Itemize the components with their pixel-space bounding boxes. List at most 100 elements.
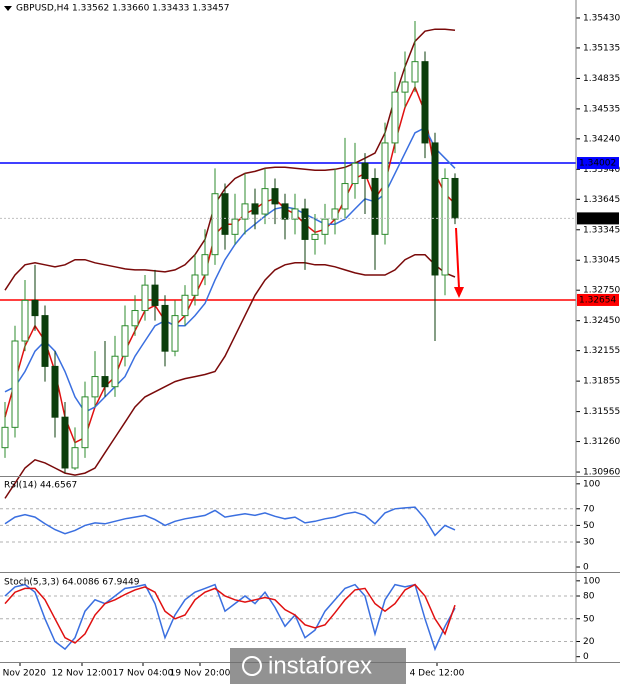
forecast-arrow xyxy=(455,227,460,289)
x-tick-label: 12 Nov 12:00 xyxy=(52,669,113,679)
candle-body xyxy=(81,396,89,449)
y-tick-label: 1.30960 xyxy=(583,468,620,478)
forecast-arrow-head xyxy=(454,287,464,298)
candle-body xyxy=(351,162,359,185)
candle-body xyxy=(211,193,219,256)
y-tick-label: 70 xyxy=(583,504,595,514)
candle-body xyxy=(381,142,389,235)
price-label-box xyxy=(577,157,619,170)
candle-body xyxy=(171,315,179,352)
x-tick-label: 17 Nov 04:00 xyxy=(113,669,174,679)
indicator-line xyxy=(4,28,456,291)
price-label-box xyxy=(577,293,619,306)
indicator-line xyxy=(4,583,456,644)
candle-body xyxy=(361,162,369,179)
watermark: instaforex xyxy=(268,652,372,679)
candle-body xyxy=(31,299,39,317)
y-tick-label: 1.33645 xyxy=(583,195,620,205)
x-tick-label: 19 Nov 20:00 xyxy=(170,669,231,679)
y-tick-label: 1.31855 xyxy=(583,377,620,387)
candle-body xyxy=(61,416,69,469)
candle-body xyxy=(231,218,239,235)
y-tick-label: 1.33345 xyxy=(583,225,620,235)
candle-body xyxy=(411,61,419,83)
y-tick-label: 1.32750 xyxy=(583,286,620,296)
y-tick-label: 1.32155 xyxy=(583,346,620,356)
watermark-bg xyxy=(230,648,406,684)
candle-body xyxy=(191,274,199,296)
price-title: GBPUSD,H4 1.33562 1.33660 1.33433 1.3345… xyxy=(16,4,229,14)
candle-body xyxy=(371,177,379,235)
y-tick-label: 20 xyxy=(583,637,595,647)
candle-body xyxy=(291,208,299,220)
price-label: 1.34002 xyxy=(579,159,616,169)
x-tick-label: 4 Dec 12:00 xyxy=(410,669,465,679)
indicator-line xyxy=(4,506,456,537)
candle-body xyxy=(431,142,439,276)
candle-body xyxy=(21,299,29,342)
candle-body xyxy=(181,294,189,317)
candle-body xyxy=(401,81,409,93)
y-tick-label: 50 xyxy=(583,521,595,531)
y-tick-label: 1.34535 xyxy=(583,104,620,114)
candle-body xyxy=(151,284,159,306)
y-tick-label: 1.32450 xyxy=(583,316,620,326)
candle-body xyxy=(281,203,289,220)
candle-body xyxy=(321,218,329,235)
candle-body xyxy=(421,61,429,144)
candle-body xyxy=(251,203,259,215)
y-tick-label: 1.34240 xyxy=(583,134,620,144)
candle-body xyxy=(301,208,309,240)
candle-body xyxy=(111,355,119,388)
candle-body xyxy=(441,177,449,276)
stoch-title: Stoch(5,3,3) 64.0086 67.9449 xyxy=(4,578,140,588)
candle-body xyxy=(331,208,339,220)
y-tick-label: 1.33940 xyxy=(583,165,620,175)
candle-body xyxy=(241,203,249,220)
last-price-box xyxy=(577,212,619,225)
candle-body xyxy=(121,325,129,357)
y-tick-label: 100 xyxy=(583,479,600,489)
candle-body xyxy=(341,183,349,210)
y-tick-label: 100 xyxy=(583,576,600,586)
candle-body xyxy=(141,284,149,312)
candle-body xyxy=(451,177,459,219)
x-tick-label: 9 Nov 2020 xyxy=(0,669,46,679)
candle-body xyxy=(161,304,169,352)
candle-body xyxy=(41,315,49,367)
y-tick-label: 0 xyxy=(583,652,589,662)
candle-body xyxy=(391,91,399,144)
y-tick-label: 1.35135 xyxy=(583,43,620,53)
y-tick-label: 0 xyxy=(583,563,589,573)
candle-body xyxy=(311,233,319,240)
y-tick-label: 1.34835 xyxy=(583,74,620,84)
candle-body xyxy=(131,310,139,327)
indicator-line xyxy=(4,253,456,499)
rsi-title: RSI(14) 44.6567 xyxy=(4,481,77,491)
candle-body xyxy=(271,188,279,205)
watermark-logo xyxy=(242,656,262,676)
candle-body xyxy=(101,376,109,388)
candle-body xyxy=(11,340,19,428)
candle-body xyxy=(261,188,269,215)
price-label: 1.32654 xyxy=(579,295,616,305)
candle-body xyxy=(71,447,79,469)
panels: 1.35430 1.35135 1.34835 1.34535 1.34240 1.339… xyxy=(0,13,620,679)
candle-body xyxy=(201,254,209,276)
y-tick-label: 1.33045 xyxy=(583,256,620,266)
y-tick-label: 50 xyxy=(583,614,595,624)
indicator-line xyxy=(4,583,456,652)
indicator-line xyxy=(4,126,456,414)
y-tick-label: 1.35430 xyxy=(583,13,620,23)
y-tick-label: 30 xyxy=(583,538,595,548)
menu-triangle xyxy=(4,6,12,11)
indicator-line xyxy=(4,85,456,444)
y-tick-label: 1.31555 xyxy=(583,407,620,417)
candle-body xyxy=(51,365,59,418)
candle-body xyxy=(91,376,99,398)
candle-body xyxy=(1,426,9,449)
y-tick-label: 80 xyxy=(583,592,595,602)
